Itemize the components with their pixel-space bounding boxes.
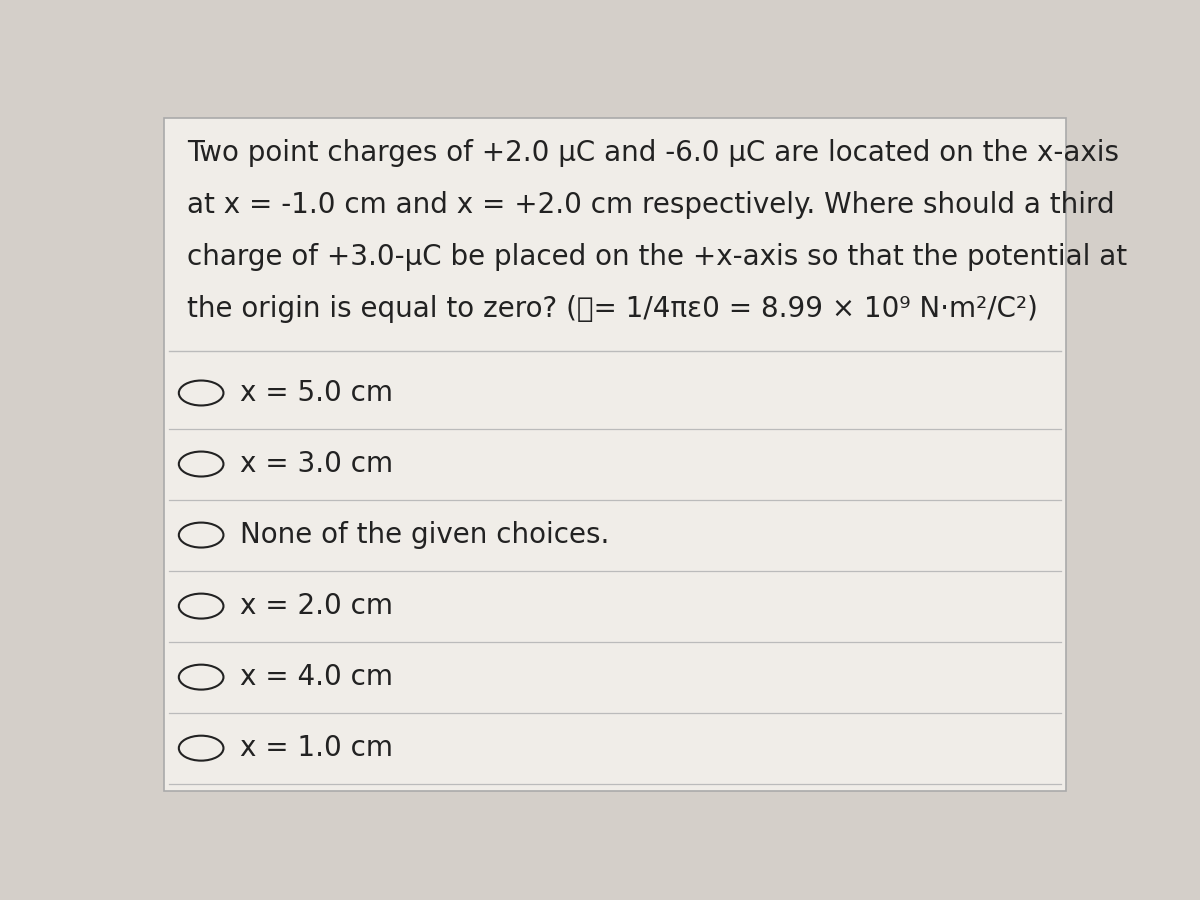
FancyBboxPatch shape [164,119,1066,790]
Text: x = 1.0 cm: x = 1.0 cm [240,734,394,762]
Text: charge of +3.0-μC be placed on the +x-axis so that the potential at: charge of +3.0-μC be placed on the +x-ax… [187,243,1127,271]
Text: x = 3.0 cm: x = 3.0 cm [240,450,394,478]
Text: x = 5.0 cm: x = 5.0 cm [240,379,394,407]
Text: None of the given choices.: None of the given choices. [240,521,610,549]
Text: at x = -1.0 cm and x = +2.0 cm respectively. Where should a third: at x = -1.0 cm and x = +2.0 cm respectiv… [187,191,1115,220]
Text: the origin is equal to zero? (ᵬ= 1/4πε0 = 8.99 × 10⁹ N·m²/C²): the origin is equal to zero? (ᵬ= 1/4πε0 … [187,295,1038,323]
Text: Two point charges of +2.0 μC and -6.0 μC are located on the x-axis: Two point charges of +2.0 μC and -6.0 μC… [187,140,1120,167]
Text: x = 4.0 cm: x = 4.0 cm [240,663,394,691]
Text: x = 2.0 cm: x = 2.0 cm [240,592,394,620]
